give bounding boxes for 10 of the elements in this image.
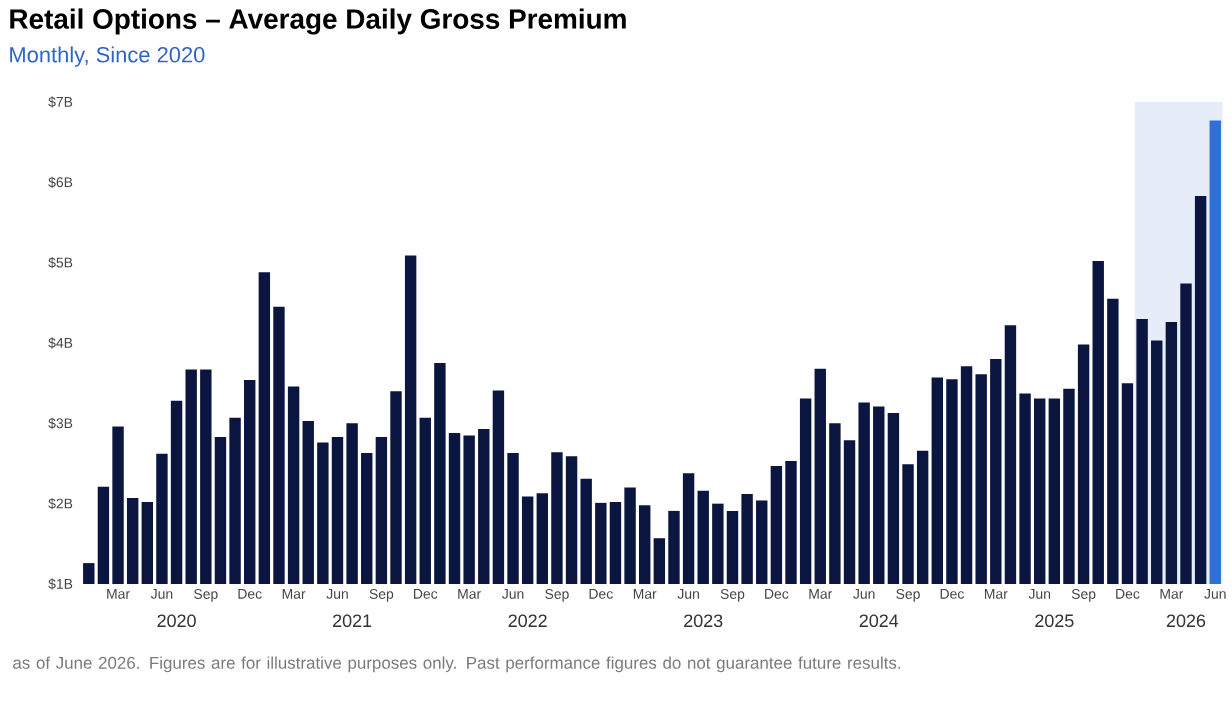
chart-title: Retail Options – Average Daily Gross Premium [10,8,626,35]
text: 2020 [157,614,196,628]
text: 2023 [684,614,723,628]
text: 2022 [508,614,547,628]
chart-subtitle: Monthly, Since 2020 [10,46,205,67]
text: as of June 2026. Figures are for illustrative purposes only. Past performance figures do not guarantee future results. [13,656,901,673]
text: 2025 [1035,614,1074,628]
text: 2021 [333,614,372,628]
text: 2026 [1166,614,1206,628]
text: 2024 [859,614,899,628]
